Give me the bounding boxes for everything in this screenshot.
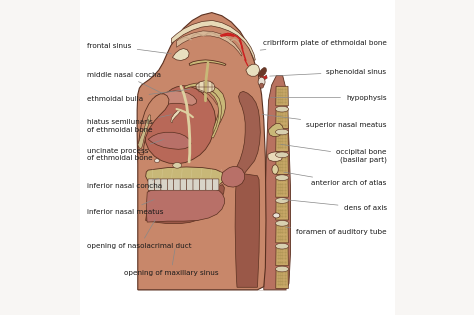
Text: cribriform plate of ethmoidal bone: cribriform plate of ethmoidal bone [260, 40, 387, 50]
Polygon shape [276, 269, 288, 289]
Polygon shape [276, 246, 288, 266]
Text: hiatus semilunaris
of ethmoidal bone: hiatus semilunaris of ethmoidal bone [87, 115, 171, 133]
Text: middle nasal concha: middle nasal concha [87, 72, 162, 93]
FancyBboxPatch shape [148, 179, 155, 190]
Ellipse shape [275, 152, 289, 158]
Text: occipital bone
(basilar part): occipital bone (basilar part) [281, 144, 387, 163]
Ellipse shape [275, 198, 289, 203]
Polygon shape [173, 49, 189, 60]
Polygon shape [148, 132, 191, 149]
Polygon shape [138, 94, 169, 155]
Ellipse shape [258, 77, 265, 87]
Polygon shape [171, 110, 180, 123]
Ellipse shape [275, 106, 289, 112]
Polygon shape [145, 86, 216, 164]
Polygon shape [137, 13, 266, 290]
FancyBboxPatch shape [173, 179, 180, 190]
FancyBboxPatch shape [200, 179, 206, 190]
Polygon shape [276, 132, 288, 152]
Ellipse shape [173, 163, 182, 168]
Polygon shape [146, 167, 224, 187]
Polygon shape [189, 60, 226, 66]
Polygon shape [260, 75, 267, 79]
Polygon shape [221, 166, 245, 187]
Polygon shape [276, 223, 288, 243]
Polygon shape [268, 123, 283, 137]
Text: superior nasal meatus: superior nasal meatus [262, 114, 387, 129]
Polygon shape [235, 174, 260, 287]
Ellipse shape [275, 220, 289, 226]
Text: anterior arch of atlas: anterior arch of atlas [284, 172, 387, 186]
Polygon shape [146, 185, 224, 224]
Polygon shape [258, 67, 266, 77]
Polygon shape [276, 109, 288, 129]
FancyBboxPatch shape [155, 179, 161, 190]
Text: uncinate process
of ethmoidal bone: uncinate process of ethmoidal bone [87, 140, 164, 161]
Text: inferior nasal concha: inferior nasal concha [87, 179, 163, 190]
Ellipse shape [275, 175, 289, 180]
Text: hypophysis: hypophysis [271, 94, 387, 101]
Ellipse shape [275, 266, 289, 272]
Ellipse shape [155, 159, 160, 163]
Text: dens of axis: dens of axis [283, 199, 387, 211]
Polygon shape [276, 155, 288, 175]
Polygon shape [153, 91, 197, 110]
Text: ethmoidal bulla: ethmoidal bulla [87, 89, 190, 102]
Text: sphenoidal sinus: sphenoidal sinus [270, 69, 387, 76]
Ellipse shape [275, 243, 289, 249]
Text: inferior nasal meatus: inferior nasal meatus [87, 199, 164, 215]
Text: frontal sinus: frontal sinus [87, 43, 171, 54]
Polygon shape [276, 201, 288, 220]
FancyBboxPatch shape [206, 179, 212, 190]
FancyBboxPatch shape [187, 179, 193, 190]
Polygon shape [138, 115, 151, 149]
Polygon shape [146, 188, 224, 222]
Polygon shape [198, 86, 221, 138]
Polygon shape [246, 64, 260, 76]
Text: opening of nasolacrimal duct: opening of nasolacrimal duct [87, 220, 192, 249]
FancyBboxPatch shape [161, 179, 167, 190]
Text: opening of maxillary sinus: opening of maxillary sinus [124, 249, 218, 277]
Polygon shape [172, 20, 255, 60]
FancyBboxPatch shape [180, 179, 187, 190]
Polygon shape [276, 86, 288, 106]
Polygon shape [176, 31, 242, 56]
Ellipse shape [259, 83, 264, 88]
FancyBboxPatch shape [167, 179, 174, 190]
Ellipse shape [275, 129, 289, 135]
FancyBboxPatch shape [212, 179, 219, 190]
Polygon shape [196, 81, 215, 93]
Polygon shape [268, 152, 283, 161]
FancyBboxPatch shape [193, 179, 200, 190]
Ellipse shape [272, 165, 278, 174]
Polygon shape [276, 178, 288, 197]
Polygon shape [185, 83, 226, 134]
Polygon shape [264, 76, 291, 290]
Ellipse shape [273, 213, 280, 218]
Polygon shape [234, 91, 260, 176]
Text: foramen of auditory tube: foramen of auditory tube [285, 227, 387, 236]
